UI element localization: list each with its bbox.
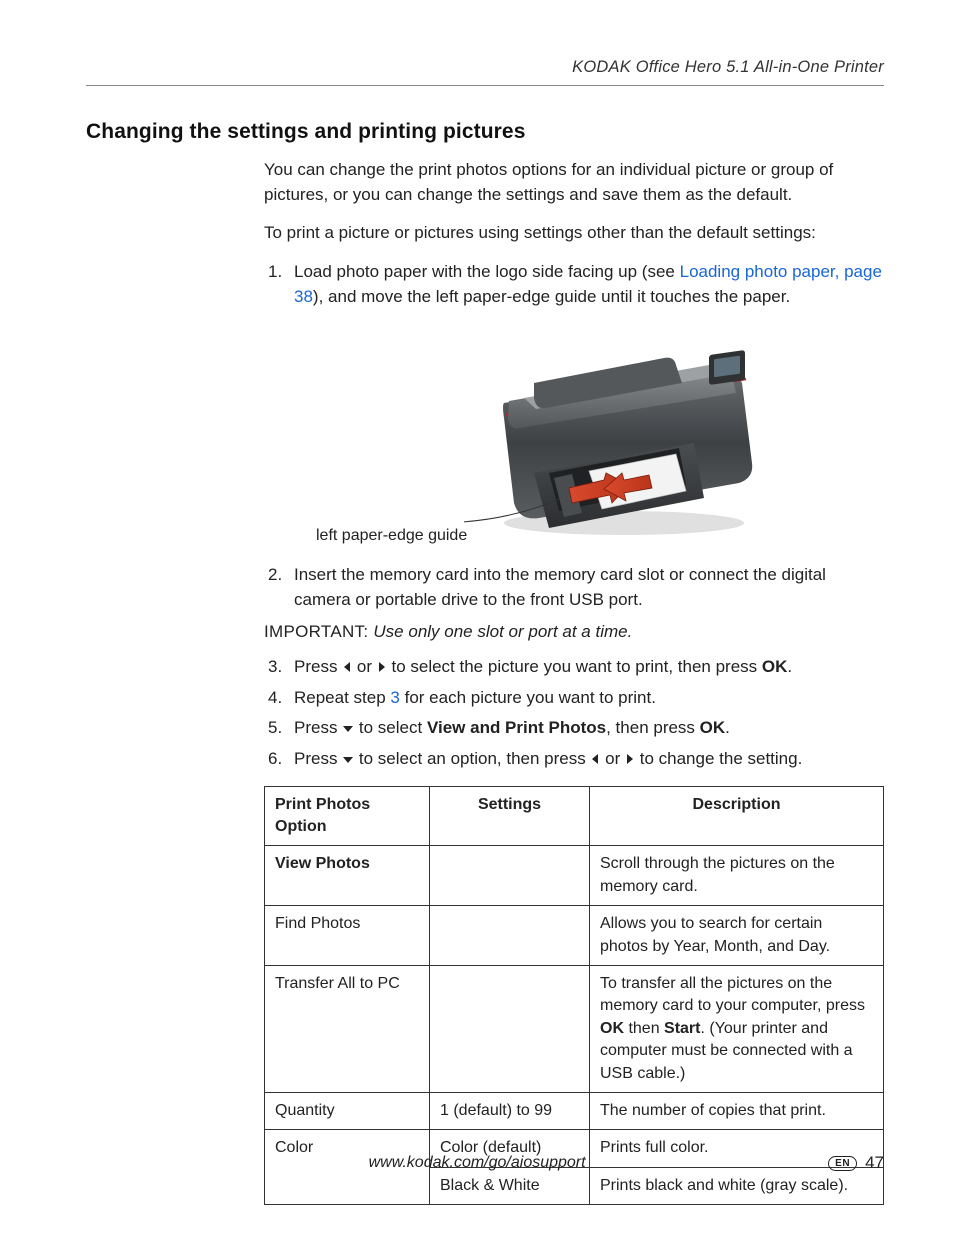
cell-option: Find Photos: [265, 906, 430, 966]
left-arrow-icon: [342, 661, 352, 673]
step-5-d: .: [725, 718, 730, 737]
step-5-c: , then press: [606, 718, 700, 737]
desc-b2: Start: [664, 1020, 700, 1037]
cell-desc: Allows you to search for certain photos …: [590, 906, 884, 966]
step-4: Repeat step 3 for each picture you want …: [264, 686, 884, 711]
cell-desc: Scroll through the pictures on the memor…: [590, 846, 884, 906]
right-arrow-icon: [377, 661, 387, 673]
step-3-d: .: [787, 657, 792, 676]
section-title: Changing the settings and printing pictu…: [86, 120, 884, 144]
printer-icon: [464, 323, 774, 543]
desc-a: To transfer all the pictures on the memo…: [600, 975, 865, 1014]
down-arrow-icon: [342, 755, 354, 765]
step-3-c: to select the picture you want to print,…: [387, 657, 762, 676]
step-5-ok: OK: [700, 718, 726, 737]
important-text: Use only one slot or port at a time.: [373, 622, 632, 641]
cell-desc: The number of copies that print.: [590, 1092, 884, 1129]
cell-option-text: View Photos: [275, 855, 370, 872]
page-number: 47: [865, 1153, 884, 1173]
left-arrow-icon: [590, 753, 600, 765]
desc-c: then: [624, 1020, 664, 1037]
step-3: Press or to select the picture you want …: [264, 655, 884, 680]
table-row: Quantity 1 (default) to 99 The number of…: [265, 1092, 884, 1129]
th-settings: Settings: [430, 786, 590, 846]
cell-settings: [430, 846, 590, 906]
steps-list: Load photo paper with the logo side faci…: [264, 260, 884, 613]
step-6-d: to change the setting.: [635, 749, 802, 768]
cell-option: Quantity: [265, 1092, 430, 1129]
down-arrow-icon: [342, 724, 354, 734]
footer-page-block: EN 47: [828, 1153, 884, 1173]
intro-paragraph-2: To print a picture or pictures using set…: [264, 221, 884, 246]
cell-option: View Photos: [265, 846, 430, 906]
header-rule: [86, 85, 884, 86]
step-6-b: to select an option, then press: [354, 749, 590, 768]
step-6-a: Press: [294, 749, 342, 768]
important-label: IMPORTANT:: [264, 622, 373, 641]
steps-list-2: Press or to select the picture you want …: [264, 655, 884, 772]
th-description: Description: [590, 786, 884, 846]
cell-settings: 1 (default) to 99: [430, 1092, 590, 1129]
cell-settings: [430, 966, 590, 1093]
step-4-b: for each picture you want to print.: [400, 688, 656, 707]
step-6: Press to select an option, then press or…: [264, 747, 884, 772]
printer-figure: left paper-edge guide: [294, 323, 884, 553]
step-5-a: Press: [294, 718, 342, 737]
language-badge: EN: [828, 1156, 857, 1171]
figure-caption: left paper-edge guide: [316, 524, 467, 547]
desc-b1: OK: [600, 1020, 624, 1037]
step-3-b: or: [352, 657, 377, 676]
running-head: KODAK Office Hero 5.1 All-in-One Printer: [86, 58, 884, 85]
cell-option: Transfer All to PC: [265, 966, 430, 1093]
page: KODAK Office Hero 5.1 All-in-One Printer…: [0, 0, 954, 1235]
th-option: Print Photos Option: [265, 786, 430, 846]
intro-paragraph-1: You can change the print photos options …: [264, 158, 884, 207]
cell-desc: To transfer all the pictures on the memo…: [590, 966, 884, 1093]
step-2: Insert the memory card into the memory c…: [264, 563, 884, 612]
step-1-text-b: ), and move the left paper-edge guide un…: [313, 287, 790, 306]
cell-settings: [430, 906, 590, 966]
body-column: You can change the print photos options …: [264, 158, 884, 1205]
step-5-b: to select: [354, 718, 427, 737]
page-footer: www.kodak.com/go/aiosupport EN 47: [86, 1153, 884, 1173]
step-4-ref[interactable]: 3: [390, 688, 399, 707]
step-5-bold: View and Print Photos: [427, 718, 606, 737]
table-row: Find Photos Allows you to search for cer…: [265, 906, 884, 966]
step-6-c: or: [600, 749, 625, 768]
right-arrow-icon: [625, 753, 635, 765]
table-row: View Photos Scroll through the pictures …: [265, 846, 884, 906]
step-1: Load photo paper with the logo side faci…: [264, 260, 884, 553]
important-note: IMPORTANT: Use only one slot or port at …: [264, 620, 884, 645]
step-3-a: Press: [294, 657, 342, 676]
footer-url[interactable]: www.kodak.com/go/aiosupport: [146, 1154, 808, 1172]
print-options-table: Print Photos Option Settings Description…: [264, 786, 884, 1205]
step-3-ok: OK: [762, 657, 788, 676]
step-1-text-a: Load photo paper with the logo side faci…: [294, 262, 680, 281]
table-row: Transfer All to PC To transfer all the p…: [265, 966, 884, 1093]
table-header-row: Print Photos Option Settings Description: [265, 786, 884, 846]
step-5: Press to select View and Print Photos, t…: [264, 716, 884, 741]
step-4-a: Repeat step: [294, 688, 390, 707]
